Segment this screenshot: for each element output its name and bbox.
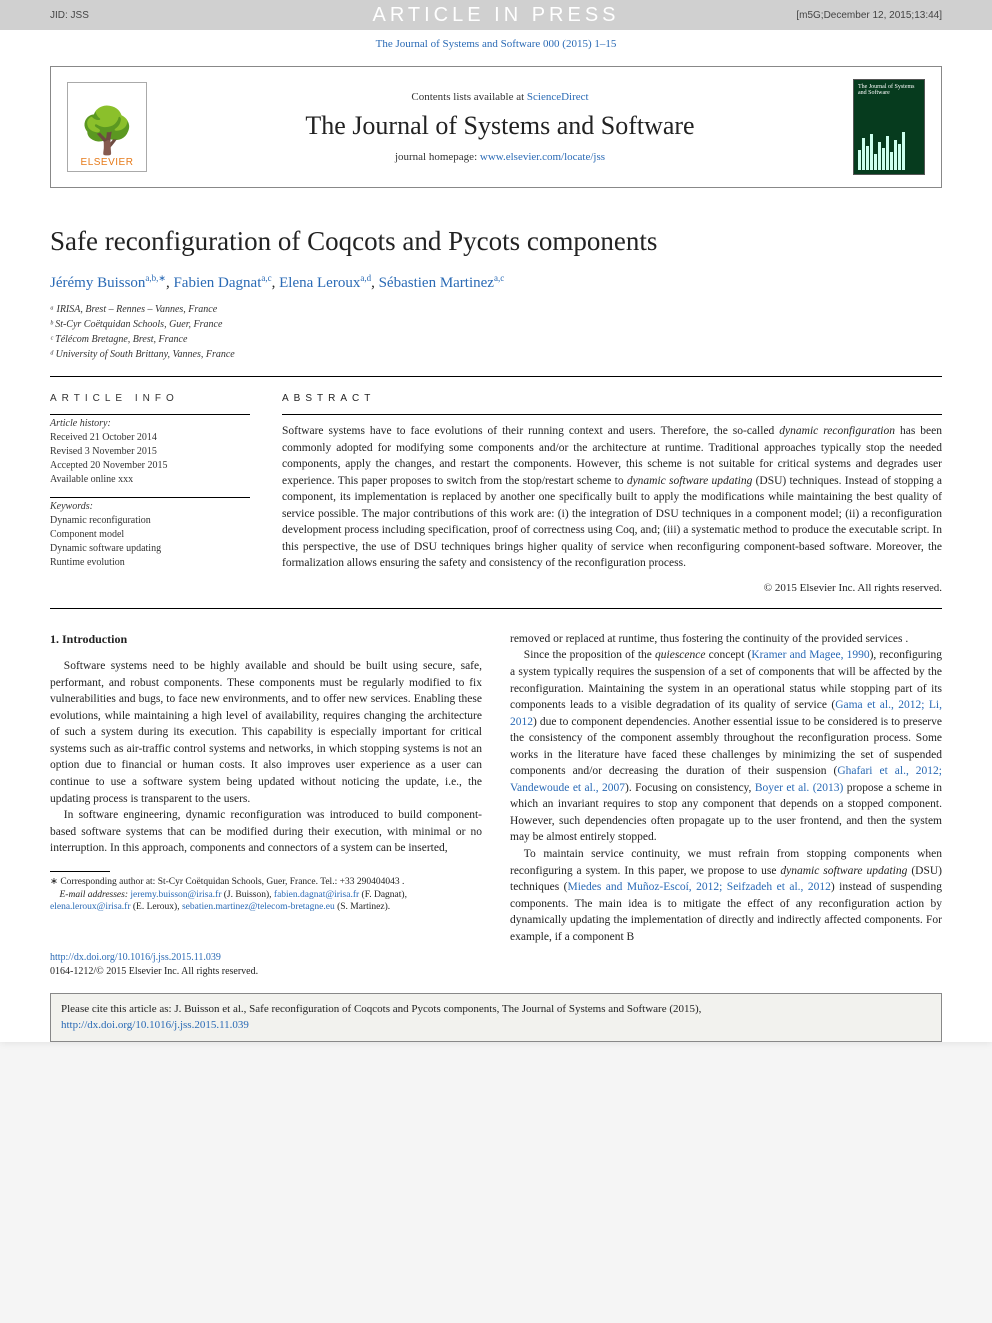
affil-row: ᵈ University of South Brittany, Vannes, … [50,347,942,362]
footnotes: ∗ Corresponding author at: St-Cyr Coëtqu… [50,876,482,914]
page: JID: JSS ARTICLE IN PRESS [m5G;December … [0,0,992,1042]
abstract-heading: ABSTRACT [282,393,942,404]
paragraph: In software engineering, dynamic reconfi… [50,807,482,857]
divider [50,414,250,415]
paragraph: Software systems need to be highly avail… [50,658,482,807]
doi-link[interactable]: http://dx.doi.org/10.1016/j.jss.2015.11.… [50,952,221,963]
cite-doi-link[interactable]: http://dx.doi.org/10.1016/j.jss.2015.11.… [61,1019,249,1031]
history-block: Article history: Received 21 October 201… [50,417,250,487]
text-span: ). Focusing on consistency, [625,782,755,794]
keywords-block: Keywords: Dynamic reconfiguration Compon… [50,500,250,570]
keyword: Runtime evolution [50,556,250,570]
article-info-heading: ARTICLE INFO [50,393,250,404]
doi-block: http://dx.doi.org/10.1016/j.jss.2015.11.… [50,951,942,979]
history-row: Available online xxx [50,473,250,487]
paragraph: To maintain service continuity, we must … [510,846,942,945]
jid-label: JID: JSS [50,10,89,21]
email-who: (S. Martinez). [335,902,390,912]
history-row: Received 21 October 2014 [50,431,250,445]
em-text: dynamic software updating [780,865,907,877]
affil-row: ᵃ IRISA, Brest – Rennes – Vannes, France [50,302,942,317]
issn-line: 0164-1212/© 2015 Elsevier Inc. All right… [50,966,258,977]
divider [282,414,942,415]
author-link[interactable]: Jérémy Buisson [50,275,145,291]
citation-link[interactable]: Kramer and Magee, 1990 [751,649,869,661]
homepage-link[interactable]: www.elsevier.com/locate/jss [480,151,605,163]
cover-title: The Journal of Systems and Software [858,84,920,96]
elsevier-brand: ELSEVIER [81,157,134,168]
cover-bars-icon [858,130,920,170]
email-who: (E. Leroux), [131,902,182,912]
footnote-separator [50,871,110,872]
affil-row: ᶜ Télécom Bretagne, Brest, France [50,332,942,347]
author-link[interactable]: Sébastien Martinez [379,275,494,291]
history-row: Revised 3 November 2015 [50,445,250,459]
author-sup: a,d [360,273,371,283]
author-link[interactable]: Elena Leroux [279,275,360,291]
abstract-text: Software systems have to face evolutions… [282,423,942,572]
article-title: Safe reconfiguration of Coqcots and Pyco… [50,226,942,257]
article-in-press-label: ARTICLE IN PRESS [372,4,619,27]
email-who: (J. Buisson), [221,890,274,900]
divider [50,497,250,498]
article-body: Safe reconfiguration of Coqcots and Pyco… [50,188,942,945]
author-link[interactable]: Fabien Dagnat [173,275,261,291]
keyword: Component model [50,528,250,542]
em-text: quiescence [655,649,705,661]
history-head: Article history: [50,417,250,431]
history-row: Accepted 20 November 2015 [50,459,250,473]
info-abstract-row: ARTICLE INFO Article history: Received 2… [50,377,942,608]
author-sup: a,c [494,273,504,283]
paragraph: removed or replaced at runtime, thus fos… [510,631,942,648]
sciencedirect-link[interactable]: ScienceDirect [527,91,589,103]
header-center: Contents lists available at ScienceDirec… [163,91,837,163]
keyword: Dynamic reconfiguration [50,514,250,528]
text-span: concept ( [705,649,751,661]
journal-title: The Journal of Systems and Software [163,111,837,141]
author-sup: a,c [261,273,271,283]
journal-reference: The Journal of Systems and Software 000 … [0,30,992,66]
citation-link[interactable]: Boyer et al. (2013) [755,782,844,794]
journal-header-box: 🌳 ELSEVIER Contents lists available at S… [50,66,942,188]
email-link[interactable]: jeremy.buisson@irisa.fr [130,890,221,900]
cite-text: Please cite this article as: J. Buisson … [61,1003,701,1015]
section-heading: 1. Introduction [50,631,482,648]
top-bar: JID: JSS ARTICLE IN PRESS [m5G;December … [0,0,992,30]
email-who: (F. Dagnat), [359,890,407,900]
authors-line: Jérémy Buissona,b,∗, Fabien Dagnata,c, E… [50,273,942,292]
email-addresses: E-mail addresses: jeremy.buisson@irisa.f… [50,889,482,915]
build-meta: [m5G;December 12, 2015;13:44] [796,10,942,21]
email-label: E-mail addresses: [60,890,129,900]
text-span: Since the proposition of the [524,649,655,661]
abstract-em: dynamic reconfiguration [779,425,895,437]
abstract-span: (DSU) techniques. Instead of stopping a … [282,475,942,570]
contents-line: Contents lists available at ScienceDirec… [163,91,837,103]
keyword: Dynamic software updating [50,542,250,556]
citation-link[interactable]: Miedes and Muñoz-Escoí, 2012; Seifzadeh … [567,881,830,893]
affil-row: ᵇ St-Cyr Coëtquidan Schools, Guer, Franc… [50,317,942,332]
author-sup: a,b,∗ [145,273,166,283]
affiliations: ᵃ IRISA, Brest – Rennes – Vannes, France… [50,302,942,362]
homepage-prefix: journal homepage: [395,151,480,163]
abstract-col: ABSTRACT Software systems have to face e… [282,393,942,594]
email-link[interactable]: fabien.dagnat@irisa.fr [274,890,359,900]
copyright-line: © 2015 Elsevier Inc. All rights reserved… [282,582,942,594]
citation-box: Please cite this article as: J. Buisson … [50,993,942,1042]
corresponding-author: ∗ Corresponding author at: St-Cyr Coëtqu… [50,876,482,889]
kw-head: Keywords: [50,500,250,514]
paragraph: Since the proposition of the quiescence … [510,647,942,846]
abstract-em: dynamic software updating [627,475,753,487]
abstract-span: Software systems have to face evolutions… [282,425,779,437]
email-link[interactable]: elena.leroux@irisa.fr [50,902,131,912]
homepage-line: journal homepage: www.elsevier.com/locat… [163,151,837,163]
tree-icon: 🌳 [79,109,135,154]
article-info-col: ARTICLE INFO Article history: Received 2… [50,393,250,594]
email-link[interactable]: sebatien.martinez@telecom-bretagne.eu [182,902,335,912]
elsevier-logo: 🌳 ELSEVIER [67,82,147,172]
journal-cover-thumb: The Journal of Systems and Software [853,79,925,175]
main-columns: 1. Introduction Software systems need to… [50,609,942,945]
contents-prefix: Contents lists available at [411,91,526,103]
